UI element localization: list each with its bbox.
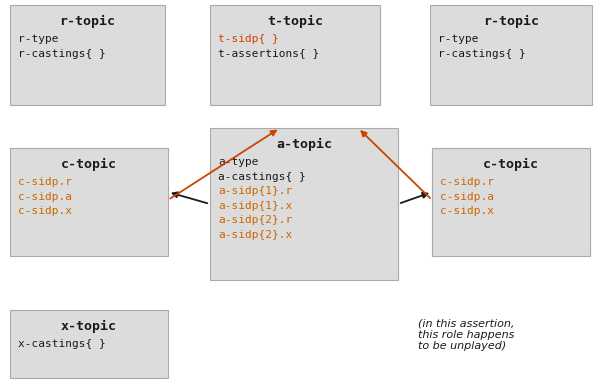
Text: c-topic: c-topic	[483, 157, 539, 171]
Text: r-topic: r-topic	[483, 15, 539, 28]
FancyBboxPatch shape	[432, 148, 590, 256]
FancyBboxPatch shape	[10, 148, 168, 256]
Text: t-assertions{ }: t-assertions{ }	[218, 49, 319, 59]
FancyBboxPatch shape	[10, 5, 165, 105]
Text: a-topic: a-topic	[276, 137, 332, 151]
Text: c-sidp.r: c-sidp.r	[440, 177, 494, 187]
Text: c-sidp.x: c-sidp.x	[440, 206, 494, 216]
Text: c-sidp.x: c-sidp.x	[18, 206, 72, 216]
Text: t-topic: t-topic	[267, 15, 323, 28]
Text: t-sidp{ }: t-sidp{ }	[218, 34, 279, 44]
Text: a-sidp{1}.x: a-sidp{1}.x	[218, 201, 292, 211]
Text: a-sidp{2}.r: a-sidp{2}.r	[218, 215, 292, 225]
Text: r-type: r-type	[18, 34, 59, 44]
Text: x-topic: x-topic	[61, 320, 117, 333]
FancyBboxPatch shape	[210, 5, 380, 105]
Text: a-sidp{1}.r: a-sidp{1}.r	[218, 186, 292, 196]
FancyBboxPatch shape	[210, 128, 398, 280]
FancyBboxPatch shape	[430, 5, 592, 105]
Text: r-topic: r-topic	[59, 15, 115, 28]
Text: a-sidp{2}.x: a-sidp{2}.x	[218, 229, 292, 239]
Text: c-topic: c-topic	[61, 157, 117, 171]
Text: x-castings{ }: x-castings{ }	[18, 339, 106, 349]
Text: r-type: r-type	[438, 34, 479, 44]
Text: c-sidp.a: c-sidp.a	[440, 191, 494, 201]
Text: r-castings{ }: r-castings{ }	[18, 49, 106, 59]
Text: c-sidp.r: c-sidp.r	[18, 177, 72, 187]
Text: (in this assertion,
this role happens
to be unplayed): (in this assertion, this role happens to…	[418, 318, 514, 351]
FancyBboxPatch shape	[10, 310, 168, 378]
Text: a-castings{ }: a-castings{ }	[218, 171, 306, 181]
Text: c-sidp.a: c-sidp.a	[18, 191, 72, 201]
Text: r-castings{ }: r-castings{ }	[438, 49, 526, 59]
Text: a-type: a-type	[218, 157, 259, 167]
